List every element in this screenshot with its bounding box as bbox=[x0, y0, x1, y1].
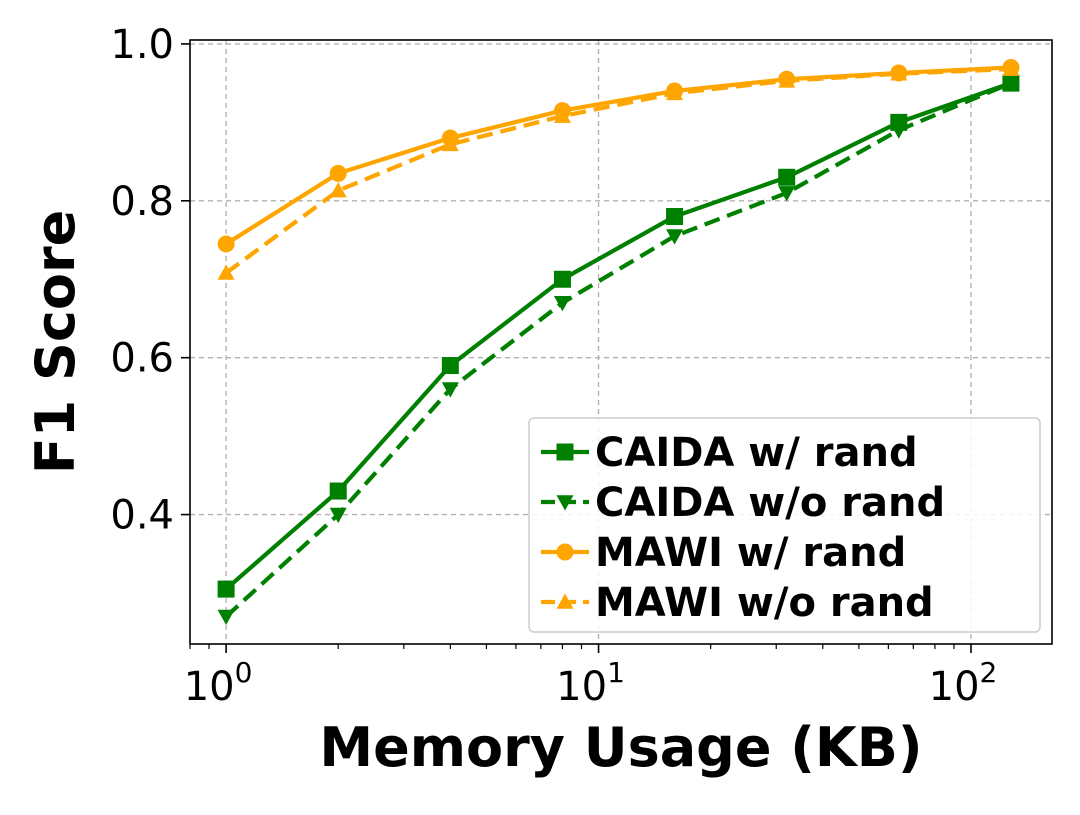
data-point-marker bbox=[441, 357, 459, 375]
legend-label: CAIDA w/ rand bbox=[595, 430, 918, 476]
data-point-marker bbox=[441, 382, 459, 398]
data-point-marker bbox=[666, 229, 684, 245]
legend-entry: CAIDA w/o rand bbox=[541, 480, 945, 526]
data-point-marker bbox=[329, 182, 347, 198]
data-point-marker bbox=[217, 609, 235, 626]
data-point-marker bbox=[217, 235, 235, 253]
x-tick-exponent: 1 bbox=[607, 656, 625, 689]
data-point-marker bbox=[778, 168, 796, 186]
y-tick-label: 0.4 bbox=[110, 493, 174, 539]
series-1 bbox=[217, 76, 1020, 626]
series-line bbox=[223, 81, 1014, 592]
data-point-marker bbox=[556, 443, 574, 461]
legend-entry: MAWI w/ rand bbox=[541, 530, 906, 576]
data-point-marker bbox=[556, 543, 574, 561]
data-point-marker bbox=[666, 207, 684, 225]
data-point-marker bbox=[217, 580, 235, 598]
legend-box bbox=[528, 417, 1041, 633]
data-point-marker bbox=[890, 123, 908, 139]
data-point-marker bbox=[890, 65, 908, 81]
data-point-marker bbox=[556, 495, 574, 511]
data-point-marker bbox=[1002, 76, 1020, 92]
x-tick-exponent: 2 bbox=[980, 656, 998, 689]
legend-label: CAIDA w/o rand bbox=[595, 480, 945, 526]
data-point-marker bbox=[666, 84, 684, 101]
series-3 bbox=[217, 60, 1020, 280]
data-point-marker bbox=[217, 264, 235, 280]
data-point-marker bbox=[329, 482, 347, 500]
plot-series bbox=[217, 58, 1020, 626]
grid bbox=[190, 40, 1052, 644]
y-axis-title: F1 Score bbox=[24, 210, 87, 475]
y-tick-label: 0.6 bbox=[110, 336, 174, 382]
data-point-marker bbox=[441, 135, 459, 152]
data-point-marker bbox=[778, 186, 796, 202]
data-point-marker bbox=[329, 164, 347, 182]
series-0 bbox=[217, 74, 1020, 598]
legend-entry: MAWI w/o rand bbox=[541, 580, 934, 626]
legend-label: MAWI w/ rand bbox=[595, 530, 906, 576]
y-tick-label: 0.8 bbox=[110, 179, 174, 225]
data-point-marker bbox=[778, 72, 796, 88]
plot-frame bbox=[189, 39, 1053, 645]
y-tick-label: 1.0 bbox=[110, 22, 174, 68]
data-point-marker bbox=[553, 270, 571, 288]
legend-entry: CAIDA w/ rand bbox=[541, 430, 918, 476]
x-axis-title: Memory Usage (KB) bbox=[319, 716, 922, 779]
data-point-marker bbox=[556, 593, 574, 609]
data-point-marker bbox=[553, 107, 571, 123]
legend-label: MAWI w/o rand bbox=[595, 580, 934, 626]
x-tick-exponent: 0 bbox=[235, 656, 253, 689]
data-point-marker bbox=[1002, 60, 1020, 76]
data-point-marker bbox=[553, 295, 571, 312]
series-line bbox=[224, 66, 1012, 275]
data-point-marker bbox=[329, 507, 347, 524]
series-line bbox=[224, 81, 1012, 619]
